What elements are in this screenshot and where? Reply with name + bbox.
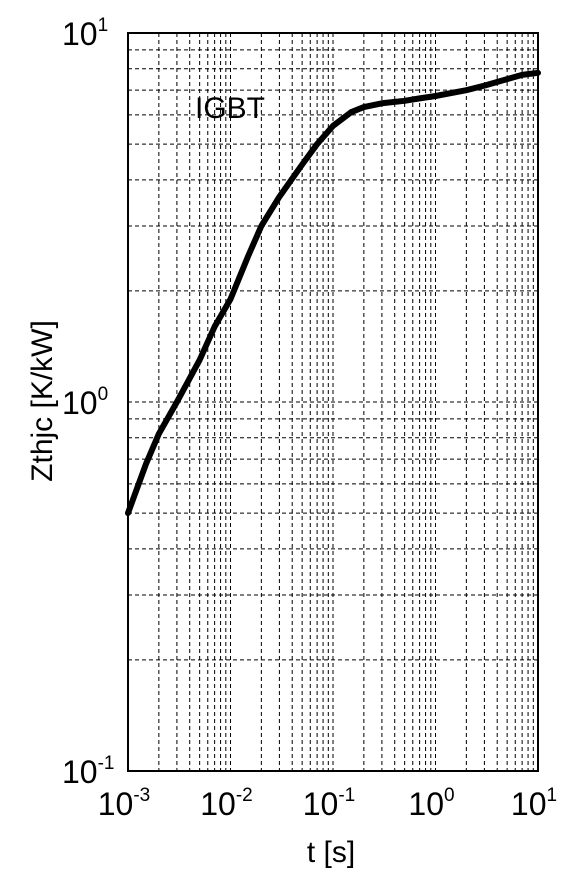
x-tick-label: 100 bbox=[408, 785, 454, 822]
y-tick-base: 10 bbox=[62, 385, 98, 421]
x-tick-labels: 10-3 10-2 10-1 100 101 bbox=[98, 785, 557, 822]
major-grid bbox=[128, 33, 538, 771]
x-tick-exponent: 0 bbox=[444, 785, 455, 806]
y-tick-label: 100 bbox=[62, 384, 108, 421]
x-tick-base: 10 bbox=[200, 786, 236, 822]
x-tick-base: 10 bbox=[98, 786, 134, 822]
y-tick-exponent: 1 bbox=[98, 15, 109, 36]
plot-frame bbox=[127, 32, 539, 772]
y-tick-label: 10-1 bbox=[62, 753, 115, 790]
y-tick-exponent: 0 bbox=[98, 384, 109, 405]
x-tick-base: 10 bbox=[408, 786, 444, 822]
x-tick-label: 10-1 bbox=[303, 785, 356, 822]
y-tick-base: 10 bbox=[62, 16, 98, 52]
x-tick-base: 10 bbox=[511, 786, 547, 822]
x-tick-exponent: -1 bbox=[338, 785, 355, 806]
y-tick-label: 101 bbox=[62, 15, 108, 52]
x-axis-label: t [s] bbox=[307, 836, 355, 869]
y-tick-base: 10 bbox=[62, 754, 98, 790]
x-tick-label: 101 bbox=[511, 785, 557, 822]
x-tick-exponent: 1 bbox=[547, 785, 558, 806]
y-tick-exponent: -1 bbox=[98, 753, 115, 774]
x-tick-label: 10-2 bbox=[200, 785, 253, 822]
annotation-igbt: IGBT bbox=[195, 92, 265, 125]
y-axis-label: Zthjc [K/kW] bbox=[26, 320, 59, 482]
x-tick-label: 10-3 bbox=[98, 785, 151, 822]
x-tick-exponent: -3 bbox=[133, 785, 150, 806]
x-tick-base: 10 bbox=[303, 786, 339, 822]
x-tick-exponent: -2 bbox=[236, 785, 253, 806]
series-line bbox=[125, 69, 541, 517]
